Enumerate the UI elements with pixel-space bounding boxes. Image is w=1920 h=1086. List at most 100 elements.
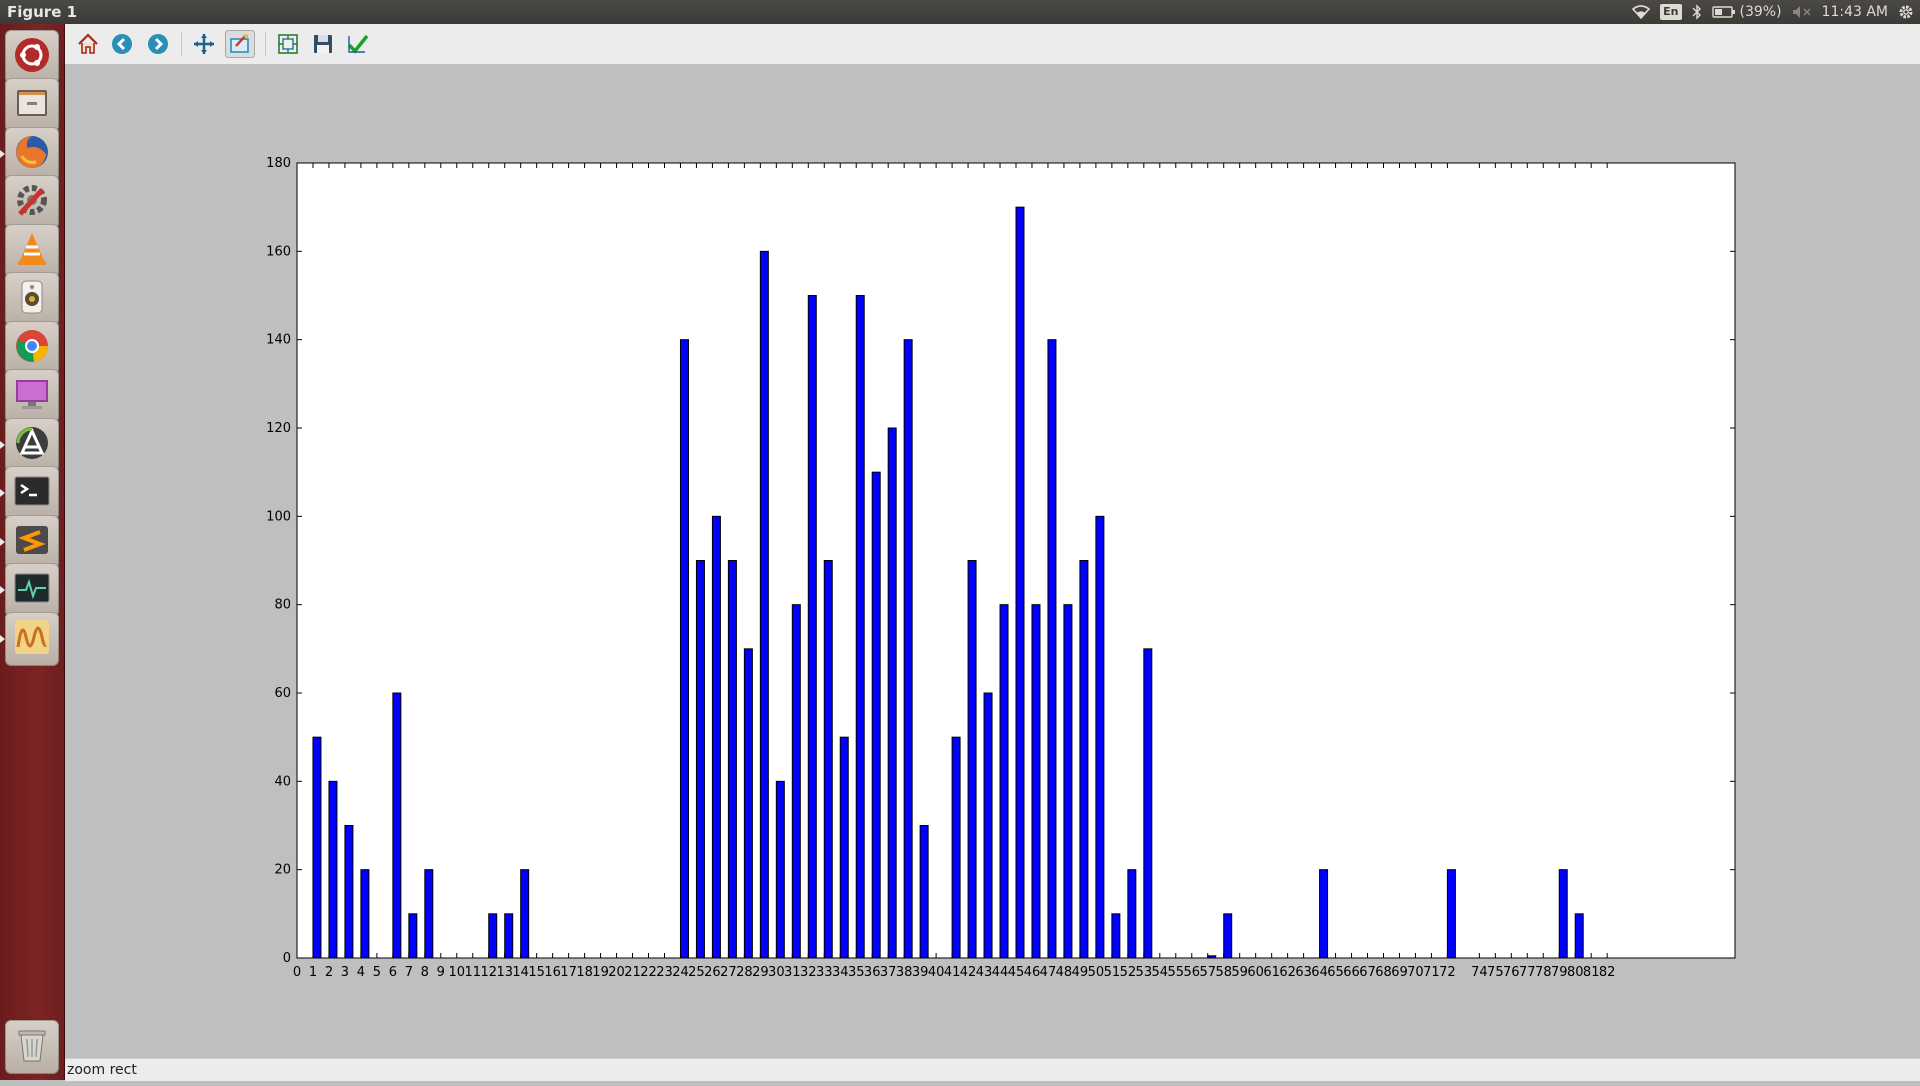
x-tick-label-32: 32 [800, 965, 817, 980]
x-tick-label-19: 19 [592, 965, 609, 980]
y-tick-label-40: 40 [274, 774, 291, 789]
bluetooth-icon[interactable] [1692, 0, 1702, 24]
y-tick-label-140: 140 [266, 333, 291, 348]
bar-35 [855, 295, 865, 959]
x-tick-label-75: 75 [1487, 965, 1504, 980]
volume-muted-icon[interactable] [1792, 0, 1812, 24]
x-tick-label-7: 7 [405, 965, 413, 980]
save-button[interactable] [308, 30, 338, 58]
x-tick-label-24: 24 [672, 965, 689, 980]
figure-window: 0 20 40 60 80 100 120 140 160 180 0 1 2 3 4 5 6 7 8 9 10 11 12… [65, 24, 1920, 1082]
x-tick-label-80: 80 [1567, 965, 1584, 980]
firefox-icon [12, 132, 52, 176]
x-tick-label-67: 67 [1359, 965, 1376, 980]
launcher-system-monitor[interactable] [5, 563, 59, 617]
launcher-chrome[interactable] [5, 321, 59, 375]
battery-indicator[interactable]: (39%) [1711, 0, 1782, 24]
launcher-rhythmbox[interactable] [5, 272, 59, 326]
launcher-dash-home[interactable] [5, 30, 59, 84]
edit-parameters-button[interactable] [343, 30, 373, 58]
x-tick-label-47: 47 [1040, 965, 1057, 980]
x-tick-label-46: 46 [1024, 965, 1041, 980]
bar-8 [424, 869, 434, 959]
x-tick-label-5: 5 [373, 965, 381, 980]
launcher-remote-desktop[interactable] [5, 369, 59, 423]
monitor-pip [0, 586, 5, 594]
bar-26 [711, 515, 721, 959]
figure-canvas[interactable]: 0 20 40 60 80 100 120 140 160 180 0 1 2 3 4 5 6 7 8 9 10 11 12… [65, 64, 1920, 1082]
firefox-pip [0, 150, 5, 158]
x-tick-label-45: 45 [1008, 965, 1025, 980]
x-tick-label-64: 64 [1311, 965, 1328, 980]
bar-34 [839, 736, 849, 959]
x-tick-label-21: 21 [624, 965, 641, 980]
keyboard-language-indicator[interactable]: En [1660, 0, 1682, 24]
launcher-terminal[interactable] [5, 466, 59, 520]
x-tick-label-53: 53 [1136, 965, 1153, 980]
x-tick-label-25: 25 [688, 965, 705, 980]
top-panel: Figure 1 En (39%) 11:43 AM [0, 0, 1920, 24]
files-icon [12, 83, 52, 127]
x-tick-label-1: 1 [309, 965, 317, 980]
bar-46 [1031, 604, 1041, 959]
navigation-toolbar [65, 24, 1920, 65]
wifi-icon[interactable] [1632, 0, 1651, 24]
bar-29 [759, 250, 769, 959]
gear-icon[interactable] [1898, 0, 1914, 24]
remote-desktop-icon [12, 374, 52, 418]
x-tick-label-23: 23 [656, 965, 673, 980]
terminal-icon [12, 471, 52, 515]
x-tick-label-48: 48 [1056, 965, 1073, 980]
zoom-button[interactable] [225, 30, 255, 58]
x-tick-label-72: 72 [1439, 965, 1456, 980]
launcher-trash[interactable] [5, 1020, 59, 1074]
x-tick-label-81: 81 [1583, 965, 1600, 980]
launcher-software-updater[interactable] [5, 418, 59, 472]
checkmark-icon [346, 32, 370, 56]
launcher-firefox[interactable] [5, 127, 59, 181]
bar-14 [520, 869, 530, 959]
x-tick-label-15: 15 [528, 965, 545, 980]
vlc-icon [12, 229, 52, 273]
window-title: Figure 1 [7, 3, 78, 21]
forward-button[interactable] [143, 30, 173, 58]
bar-44 [999, 604, 1009, 959]
back-button[interactable] [107, 30, 137, 58]
x-tick-label-12: 12 [480, 965, 497, 980]
x-tick-label-14: 14 [512, 965, 529, 980]
launcher [0, 24, 65, 1080]
launcher-oscilloscope[interactable] [5, 612, 59, 666]
subplots-button[interactable] [273, 30, 303, 58]
forward-arrow-icon [146, 32, 170, 56]
bar-12 [488, 913, 498, 959]
bar-52 [1127, 869, 1137, 959]
battery-percent: (39%) [1739, 4, 1782, 20]
pan-button[interactable] [189, 30, 219, 58]
bar-80 [1574, 913, 1584, 959]
indicator-area: En (39%) 11:43 AM [1632, 0, 1914, 24]
launcher-sublime-text[interactable] [5, 515, 59, 569]
launcher-system-settings[interactable] [5, 175, 59, 229]
home-button[interactable] [73, 30, 103, 58]
y-tick-label-20: 20 [274, 863, 291, 878]
bar-37 [887, 427, 897, 959]
terminal-pip [0, 489, 5, 497]
save-disk-icon [311, 32, 335, 56]
x-tick-label-36: 36 [864, 965, 881, 980]
clock[interactable]: 11:43 AM [1821, 4, 1888, 20]
bar-64 [1319, 869, 1329, 959]
x-tick-label-38: 38 [896, 965, 913, 980]
x-tick-label-11: 11 [464, 965, 481, 980]
status-message: zoom rect [67, 1062, 137, 1078]
x-tick-label-10: 10 [449, 965, 466, 980]
bar-1 [312, 736, 322, 959]
x-tick-label-62: 62 [1279, 965, 1296, 980]
launcher-files[interactable] [5, 78, 59, 132]
y-tick-label-180: 180 [266, 156, 291, 171]
bar-24 [679, 339, 689, 959]
zoom-rect-icon [228, 32, 252, 56]
bar-25 [695, 560, 705, 959]
bar-13 [504, 913, 514, 959]
launcher-vlc[interactable] [5, 224, 59, 278]
x-tick-label-42: 42 [960, 965, 977, 980]
